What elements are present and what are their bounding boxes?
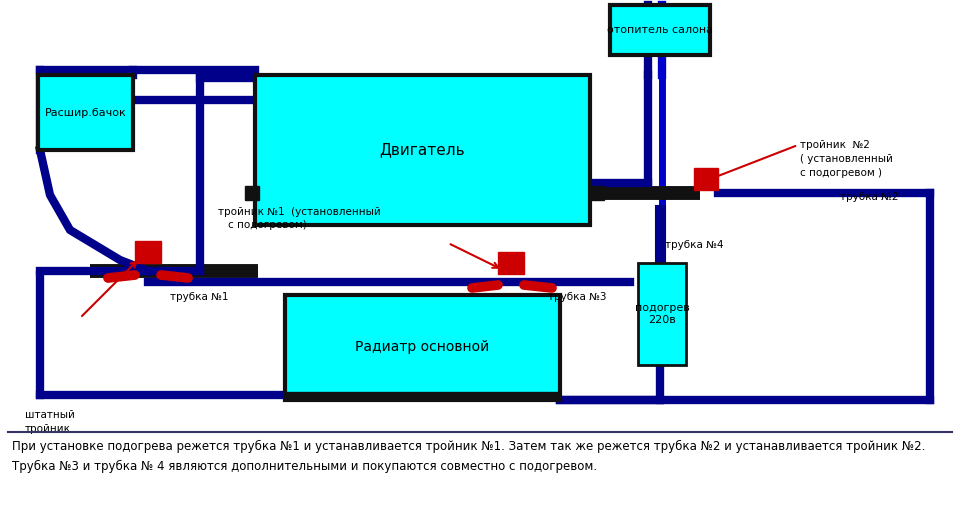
Text: Двигатель: Двигатель [380, 143, 466, 157]
Text: с подогревом ): с подогревом ) [800, 168, 882, 178]
Bar [285, 295, 560, 400]
Bar [610, 5, 710, 55]
Text: штатный: штатный [25, 410, 75, 420]
Bar [498, 252, 524, 274]
Bar [694, 168, 718, 190]
Text: тройник  №2: тройник №2 [800, 140, 870, 150]
Text: отопитель салона: отопитель салона [607, 25, 713, 35]
Text: Трубка №3 и трубка № 4 являются дополнительными и покупаются совместно с подогре: Трубка №3 и трубка № 4 являются дополнит… [12, 460, 597, 473]
Bar [590, 186, 604, 200]
Text: трубка №2: трубка №2 [840, 192, 899, 202]
Bar [285, 392, 560, 400]
Text: трубка №3: трубка №3 [548, 292, 607, 302]
Text: трубка №4: трубка №4 [665, 240, 724, 250]
Text: тройник: тройник [25, 424, 71, 434]
Bar [638, 263, 686, 365]
Text: тройник №1  (установленный: тройник №1 (установленный [218, 207, 381, 217]
Text: подогрев
220в: подогрев 220в [635, 303, 689, 325]
Bar [38, 75, 133, 150]
Text: трубка №1: трубка №1 [170, 292, 228, 302]
Bar [245, 186, 259, 200]
Text: ( установленный: ( установленный [800, 154, 893, 164]
Bar [135, 241, 161, 263]
Text: с подогревом): с подогревом) [228, 220, 307, 230]
Text: При установке подогрева режется трубка №1 и устанавливается тройник №1. Затем та: При установке подогрева режется трубка №… [12, 440, 925, 453]
Text: Радиатр основной: Радиатр основной [355, 341, 490, 354]
Text: Расшир.бачок: Расшир.бачок [44, 108, 127, 117]
Bar [255, 75, 590, 225]
